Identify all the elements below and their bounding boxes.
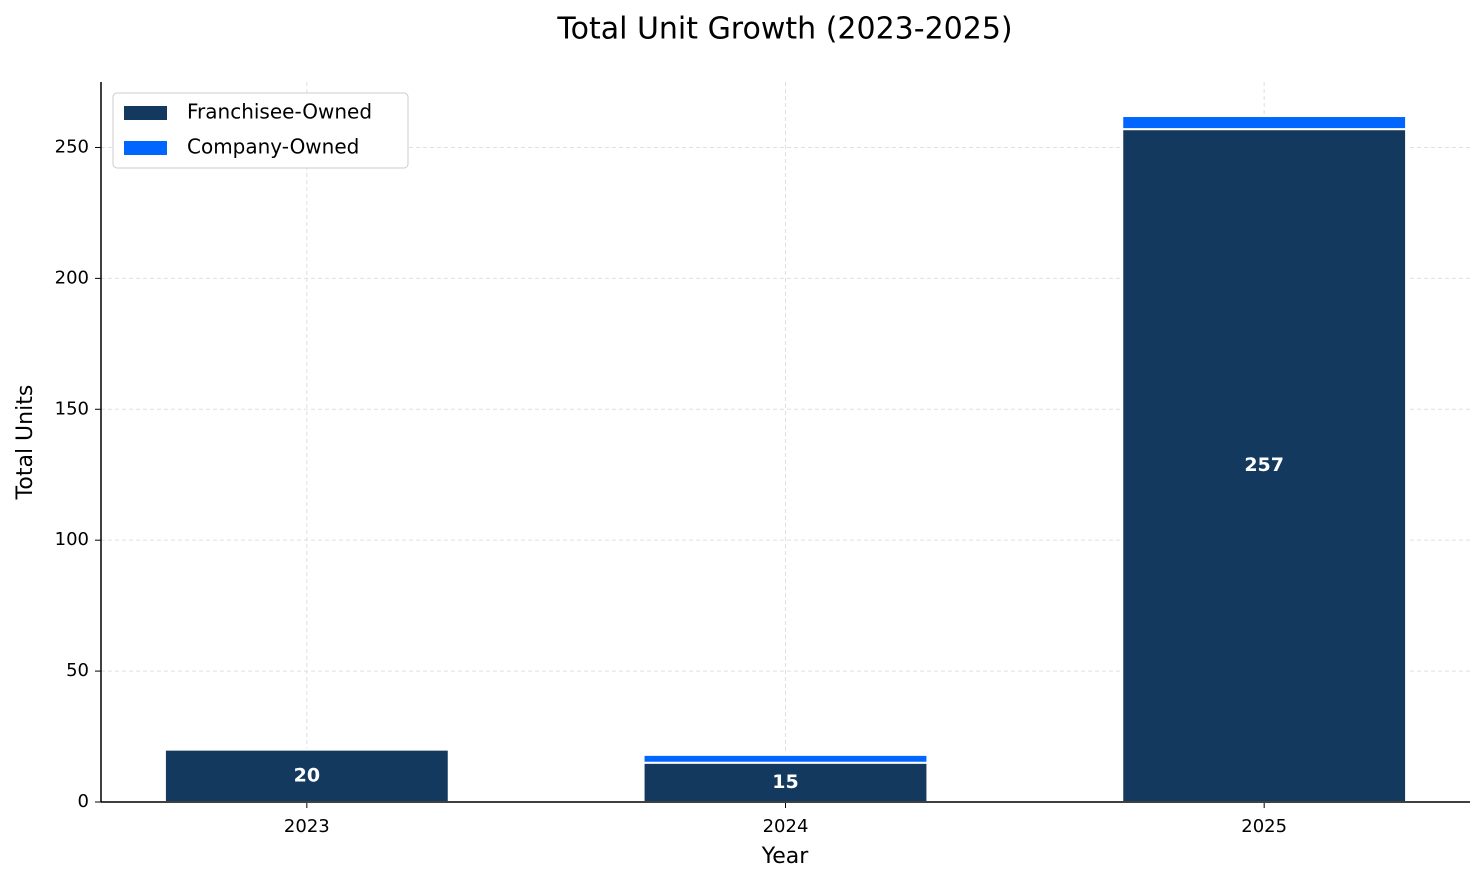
bar-segment [163, 748, 450, 803]
legend-box [112, 92, 409, 169]
bar-segment [642, 753, 929, 764]
x-axis-label: Year [761, 844, 810, 869]
legend-label: Franchisee-Owned [187, 100, 372, 124]
legend-label: Company-Owned [187, 135, 359, 159]
y-tick-label: 0 [78, 791, 89, 812]
data-label: 20 [294, 764, 320, 786]
y-tick-label: 150 [55, 398, 89, 419]
y-tick-label: 100 [55, 529, 89, 550]
x-tick-label: 2024 [763, 816, 809, 837]
bar-segment [1121, 128, 1408, 804]
y-tick-label: 200 [55, 267, 89, 288]
y-tick-label: 250 [55, 136, 89, 157]
y-axis-label: Total Units [13, 385, 38, 501]
legend-swatch [124, 106, 167, 120]
bar-segment [642, 761, 929, 804]
x-tick-label: 2025 [1241, 816, 1287, 837]
data-label: 15 [772, 771, 798, 793]
data-label: 257 [1244, 454, 1284, 476]
bar-segment [1121, 115, 1408, 131]
y-tick-label: 50 [66, 660, 89, 681]
chart-title: Total Unit Growth (2023-2025) [556, 12, 1012, 47]
legend-swatch [124, 141, 167, 155]
x-tick-label: 2023 [284, 816, 330, 837]
